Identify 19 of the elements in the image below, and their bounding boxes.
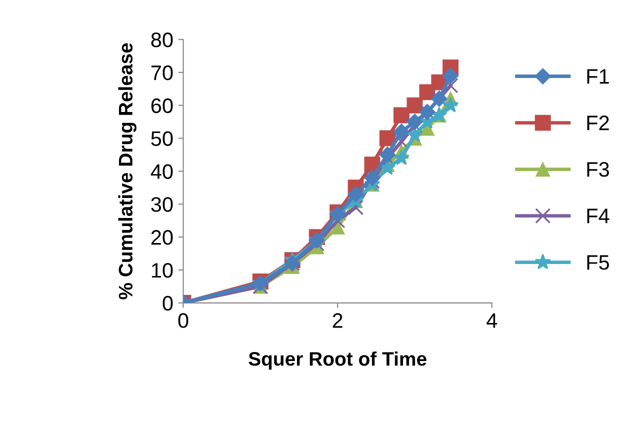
y-tick-label: 20 [151,230,173,245]
legend-label: F1 [587,69,609,84]
y-tick-label: 10 [152,262,173,278]
x-tick-label: 0 [178,313,188,328]
y-tick-label: 60 [151,98,173,114]
y-tick-label: 0 [162,296,173,311]
legend-label: F3 [587,162,609,177]
y-tick-label: 30 [151,197,173,212]
y-tick-label: 70 [151,65,173,80]
legend-label: F2 [587,116,609,130]
y-axis-title: % Cumulative Drug Release [118,43,136,300]
legend-label: F5 [587,255,610,270]
x-tick-label: 2 [332,313,342,328]
y-tick-label: 50 [151,131,173,146]
y-tick-label: 40 [150,164,173,179]
x-tick-label: 4 [486,313,498,328]
legend-label: F4 [587,208,610,224]
x-axis-title: Squer Root of Time [248,351,426,370]
y-tick-label: 80 [151,32,173,48]
